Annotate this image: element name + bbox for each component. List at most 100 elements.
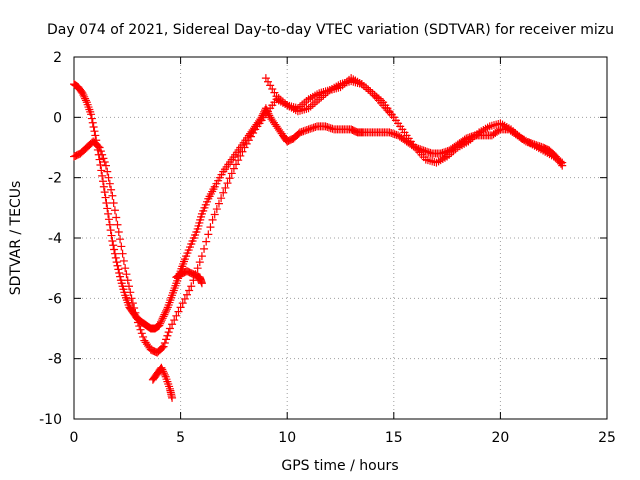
series-dip (148, 363, 177, 402)
data-point (132, 313, 141, 322)
data-point (324, 123, 333, 132)
y-tick-label: 2 (53, 50, 62, 66)
data-point (114, 227, 123, 236)
y-tick-labels: -10 -8 -6 -4 -2 0 2 (39, 50, 62, 428)
data-point (127, 294, 136, 303)
data-point (128, 299, 137, 308)
data-point (300, 98, 309, 107)
data-point (210, 210, 219, 219)
data-point (297, 127, 306, 136)
data-point (130, 303, 139, 312)
x-tick-labels: 0 5 10 15 20 25 (70, 430, 616, 446)
data-point (414, 144, 423, 153)
data-point (123, 276, 132, 285)
data-point (109, 241, 118, 250)
data-point (229, 164, 238, 173)
data-point (388, 129, 397, 138)
data-point (98, 177, 107, 186)
data-point (424, 148, 433, 157)
data-point (116, 235, 125, 244)
data-point (389, 113, 398, 122)
data-point (390, 130, 399, 139)
data-point (87, 114, 96, 123)
data-point (165, 324, 174, 333)
data-point (158, 314, 167, 323)
data-point (160, 338, 169, 347)
x-axis-label: GPS time / hours (281, 458, 398, 474)
data-point (102, 199, 111, 208)
x-tick-label: 25 (598, 430, 616, 446)
data-point (159, 367, 168, 376)
data-point (202, 237, 211, 246)
data-point (185, 286, 194, 295)
series-main (70, 80, 567, 333)
data-point (119, 256, 128, 265)
data-point (110, 245, 119, 254)
data-point (113, 220, 122, 229)
data-point (308, 100, 317, 109)
data-point (115, 268, 124, 277)
data-point (195, 258, 204, 267)
data-point (108, 237, 117, 246)
data-point (214, 199, 223, 208)
data-point (311, 122, 320, 131)
data-point (105, 179, 114, 188)
data-point (212, 205, 221, 214)
data-point (94, 142, 103, 151)
data-point (266, 81, 275, 90)
data-point (168, 320, 177, 329)
data-point (326, 124, 335, 133)
y-tick-label: -10 (39, 412, 62, 428)
data-point (295, 128, 304, 137)
data-point (103, 167, 112, 176)
data-point (104, 215, 113, 224)
data-point (103, 204, 112, 213)
data-point (217, 194, 226, 203)
data-point (197, 252, 206, 261)
grid (74, 57, 607, 419)
data-point (105, 220, 114, 229)
data-point (107, 185, 116, 194)
data-point (162, 307, 171, 316)
data-point (163, 331, 172, 340)
data-point (262, 106, 271, 115)
data-point (392, 130, 401, 139)
y-tick-label: -4 (48, 231, 62, 247)
data-point (387, 129, 396, 138)
data-point (137, 329, 146, 338)
data-point (160, 310, 169, 319)
data-point (219, 188, 228, 197)
data-point (225, 174, 234, 183)
data-point (232, 160, 241, 169)
data-point (234, 156, 243, 165)
data-point (157, 363, 166, 372)
data-point (306, 124, 315, 133)
data-point (268, 84, 277, 93)
data-point (323, 122, 332, 131)
data-point (139, 332, 148, 341)
data-point (117, 242, 126, 251)
data-point (155, 321, 164, 330)
data-point (426, 148, 435, 157)
series-upper (261, 74, 398, 122)
data-point (113, 261, 122, 270)
data-point (110, 206, 119, 215)
data-point (556, 157, 565, 166)
data-point (162, 335, 171, 344)
data-point (135, 322, 144, 331)
data-point (304, 104, 313, 113)
data-point (91, 131, 100, 140)
data-point (101, 193, 110, 202)
data-point (136, 325, 145, 334)
x-tick-label: 20 (491, 430, 509, 446)
data-point (114, 265, 123, 274)
data-point (108, 191, 117, 200)
data-point (304, 125, 313, 134)
data-point (104, 173, 113, 182)
y-tick-label: 0 (53, 110, 62, 126)
data-point (81, 94, 90, 103)
data-point (111, 253, 120, 262)
data-point (95, 143, 104, 152)
data-point (558, 158, 567, 167)
